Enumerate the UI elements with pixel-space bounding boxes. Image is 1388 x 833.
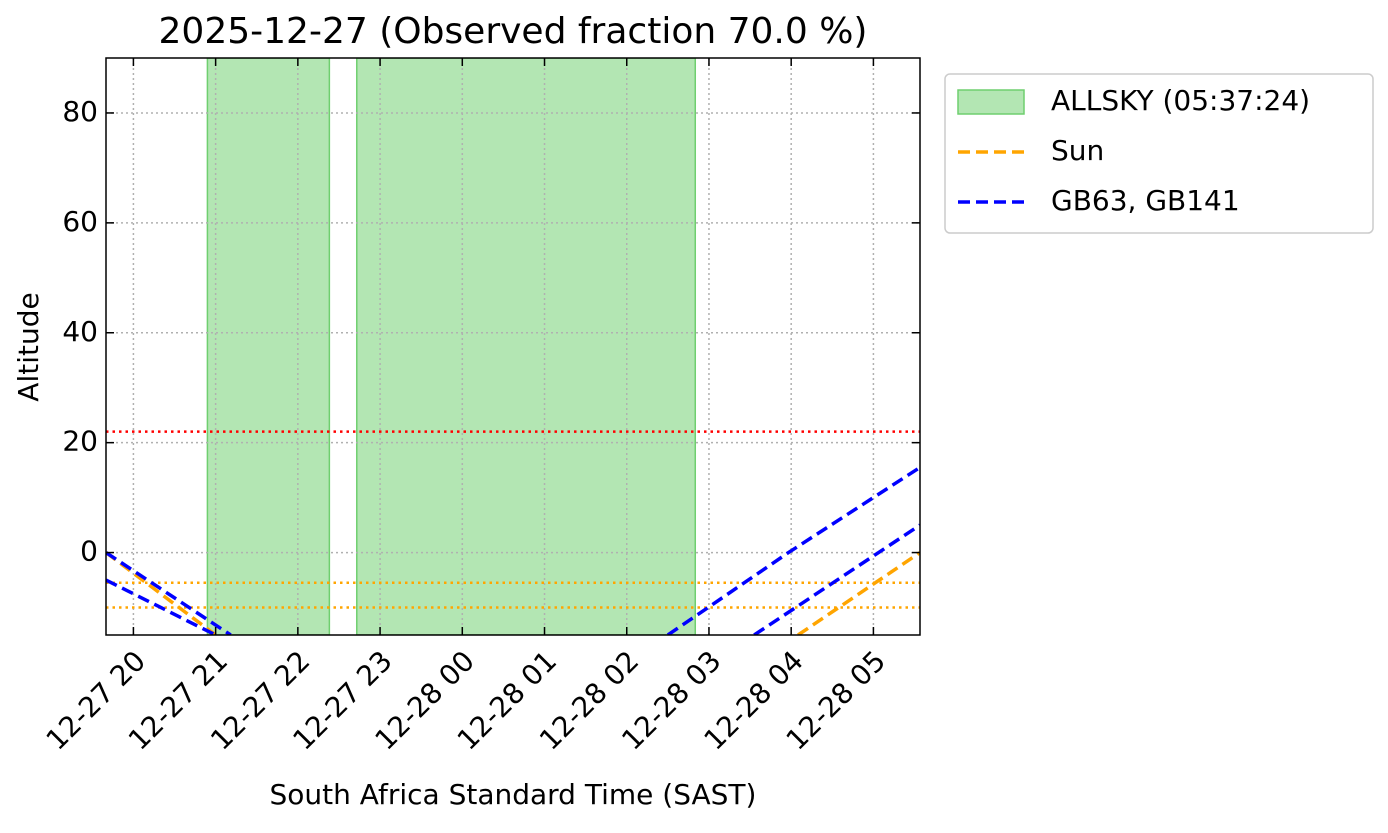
plot-frame [105,57,921,636]
legend-label: ALLSKY (05:37:24) [1051,84,1310,117]
series-line [106,523,920,635]
legend: ALLSKY (05:37:24) Sun GB63, GB141 [944,73,1374,234]
span [356,58,697,635]
legend-box [944,73,1374,234]
series-line [106,465,920,635]
y-axis-label: Altitude [12,292,45,401]
y-tick-label: 40 [62,315,98,348]
span [206,58,331,635]
legend-label: Sun [1051,134,1104,167]
y-tick-label: 20 [62,425,98,458]
legend-swatch [957,89,1025,115]
x-axis-label: South Africa Standard Time (SAST) [270,778,757,811]
plot-area [106,58,920,635]
y-tick-label: 0 [80,535,98,568]
y-tick-label: 60 [62,205,98,238]
legend-label: GB63, GB141 [1051,184,1240,217]
chart-title: 2025-12-27 (Observed fraction 70.0 %) [159,11,868,52]
y-tick-label: 80 [62,95,98,128]
